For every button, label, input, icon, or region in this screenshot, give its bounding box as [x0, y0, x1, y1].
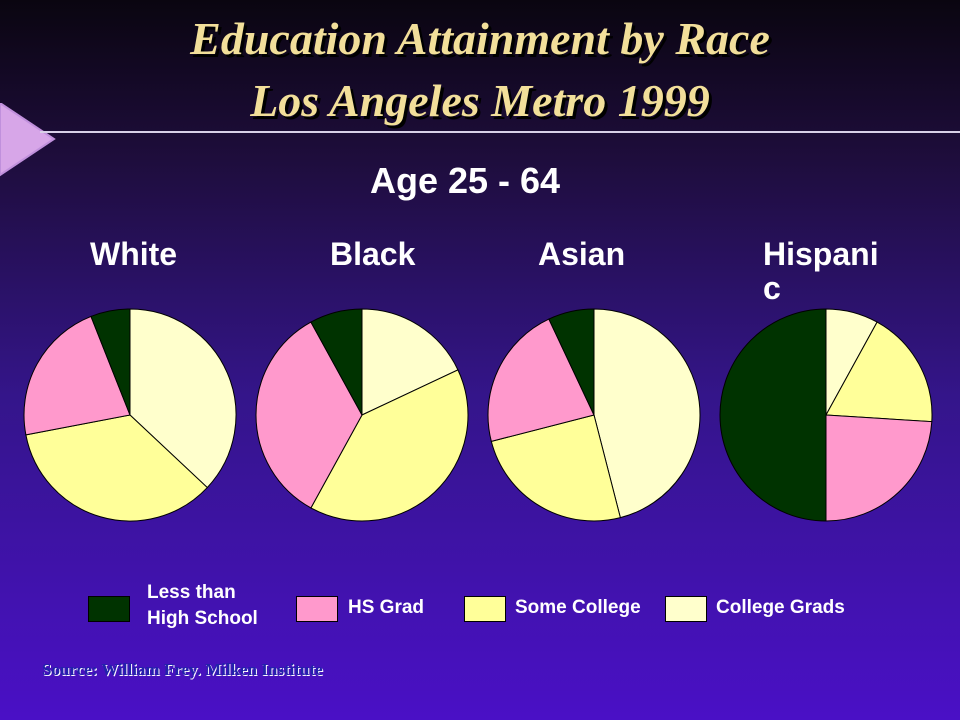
pie-label-asian: Asian: [538, 236, 626, 272]
legend-swatch-some-college: [464, 596, 506, 622]
title-line-2: Los Angeles Metro 1999: [250, 75, 710, 126]
pie-slice-hispanic-hs-grad: [825, 414, 933, 522]
pie-slice-asian-hs-grad: [487, 318, 595, 442]
title-line-1: Education Attainment by Race: [190, 13, 770, 64]
legend-label-college-grads: College Grads: [716, 597, 845, 618]
legend-label-less-than-high-school: Less than High School: [147, 582, 258, 629]
chart-subtitle: Age 25 - 64: [369, 160, 561, 201]
pie-slice-black-some-college: [310, 369, 469, 522]
legend-swatch-less-than-high-school: [88, 596, 130, 622]
pie-slice-asian-less-than-high-school: [548, 308, 595, 416]
pie-slice-hispanic-less-than-high-school: [719, 308, 827, 522]
source-note: Source: William Frey. Milken Institute: [42, 660, 323, 679]
pie-slice-white-hs-grad: [23, 315, 131, 436]
pie-label-black: Black: [330, 236, 416, 272]
pie-slice-white-some-college: [25, 414, 208, 522]
pie-slice-asian-college-grads: [593, 308, 701, 519]
pie-slice-black-hs-grad: [255, 321, 363, 509]
legend-swatch-college-grads: [665, 596, 707, 622]
legend-swatch-hs-grad: [296, 596, 338, 622]
title-divider: [40, 131, 960, 133]
pie-slice-asian-some-college: [490, 414, 621, 522]
pie-label-white: White: [90, 236, 178, 272]
pie-slice-black-college-grads: [361, 308, 459, 416]
legend-label-some-college: Some College: [515, 597, 641, 618]
pie-slice-black-less-than-high-school: [310, 308, 363, 416]
pie-label-hispanic: Hispani c: [763, 236, 879, 306]
legend-label-hs-grad: HS Grad: [348, 597, 425, 618]
pie-slice-white-less-than-high-school: [90, 308, 131, 416]
pie-slice-white-college-grads: [129, 308, 237, 489]
pie-slice-hispanic-some-college: [825, 321, 933, 423]
play-arrow-icon: [0, 103, 56, 177]
